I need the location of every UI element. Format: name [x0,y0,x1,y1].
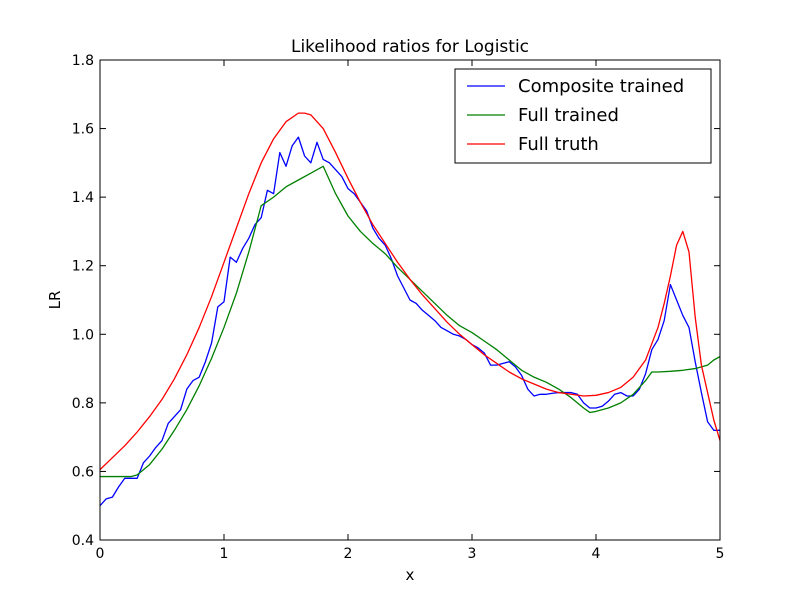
y-tick-label: 0.8 [72,396,94,412]
series-line-composite-trained [100,136,720,507]
series-line-full-trained [100,165,720,478]
y-tick-label: 1.0 [72,327,94,343]
legend-label: Full truth [518,134,599,155]
y-tick-label: 1.8 [72,53,94,69]
x-axis-label: x [406,566,415,584]
plot-frame [99,59,721,541]
x-tick-label: 2 [344,546,353,562]
x-tick-label: 0 [96,546,105,562]
series-line-full-truth [100,112,720,471]
legend-box [454,68,712,164]
y-axis-label: LR [46,291,64,310]
chart-title: Likelihood ratios for Logistic [291,37,529,57]
x-tick-label: 1 [220,546,229,562]
legend-label: Composite trained [518,76,684,97]
x-tick-label: 5 [716,546,725,562]
x-tick-label: 4 [592,546,601,562]
legend: Composite trained Full trained Full truth [454,68,712,164]
y-tick-label: 0.4 [72,533,94,549]
y-tick-label: 1.2 [72,259,94,275]
x-tick-label: 3 [468,546,477,562]
y-tick-label: 0.6 [72,464,94,480]
y-tick-label: 1.6 [72,122,94,138]
legend-label: Full trained [518,105,619,126]
y-tick-label: 1.4 [72,190,94,206]
